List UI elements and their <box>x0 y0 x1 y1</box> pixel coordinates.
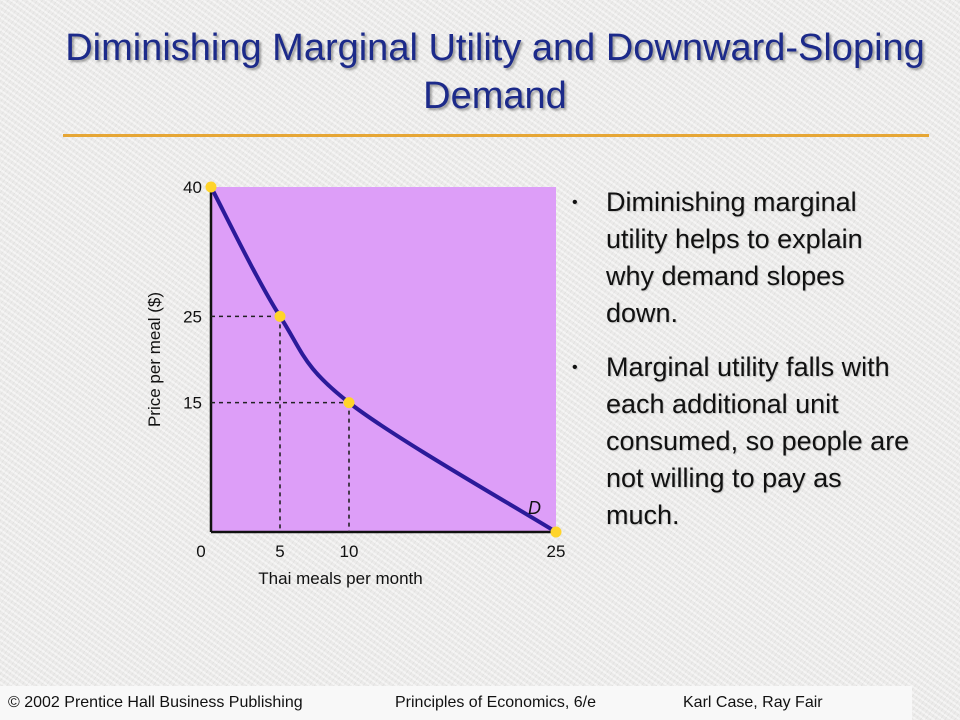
bullet-list: • Diminishing marginal utility helps to e… <box>572 184 917 551</box>
title-underline <box>63 134 929 137</box>
x-tick-label: 25 <box>547 542 566 561</box>
x-tick-label: 5 <box>275 542 284 561</box>
bullet-dot-icon: • <box>572 194 578 211</box>
bullet-text: Diminishing marginal utility helps to ex… <box>606 187 863 328</box>
bullet-item: • Marginal utility falls with each additi… <box>572 349 917 534</box>
bullet-dot-icon: • <box>572 359 578 376</box>
bullet-item: • Diminishing marginal utility helps to e… <box>572 184 917 332</box>
data-point <box>205 181 217 193</box>
plot-area <box>211 187 556 532</box>
footer-bar: © 2002 Prentice Hall Business Publishing… <box>0 686 912 720</box>
x-axis-title: Thai meals per month <box>258 569 422 588</box>
demand-chart: D 15 25 40 0 5 10 25 Thai meals per month Price p… <box>145 178 566 588</box>
footer-authors: Karl Case, Ray Fair <box>683 694 823 711</box>
x-tick-label: 10 <box>340 542 359 561</box>
series-label-d: D <box>528 498 541 518</box>
y-tick-label: 25 <box>183 307 202 326</box>
slide-title: Diminishing Marginal Utility and Downwar… <box>65 27 925 117</box>
data-point <box>274 310 286 322</box>
footer-book-title: Principles of Economics, 6/e <box>395 694 596 711</box>
footer-copyright: © 2002 Prentice Hall Business Publishing <box>8 694 303 711</box>
y-tick-label: 40 <box>183 178 202 197</box>
x-tick-label: 0 <box>196 542 205 561</box>
data-point <box>550 526 562 538</box>
y-tick-label: 15 <box>183 394 202 413</box>
data-point <box>343 397 355 409</box>
bullet-text: Marginal utility falls with each additio… <box>606 352 910 530</box>
y-axis-title: Price per meal ($) <box>145 292 164 427</box>
demand-curve <box>209 186 558 534</box>
